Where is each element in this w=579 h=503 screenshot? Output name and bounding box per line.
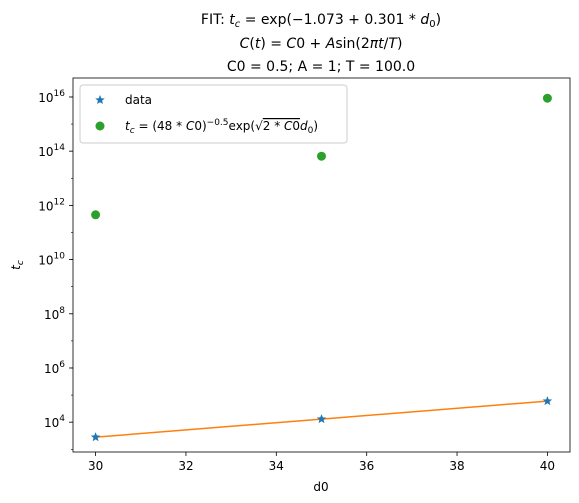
x-tick-label: 32	[178, 459, 193, 473]
y-tick-label: 108	[44, 306, 65, 322]
legend-markers	[95, 95, 105, 131]
legend-label-theory: tc = (48 * C0)−0.5exp(√2 * C0d0)	[125, 118, 318, 136]
legend-marker-data	[95, 95, 105, 105]
y-axis: 104 106 108 1010 1012 1014 1016	[38, 89, 73, 450]
theory-point	[542, 93, 552, 103]
x-tick-label: 40	[540, 459, 555, 473]
theory-point	[91, 210, 101, 220]
x-axis: 30 32 34 36 38 40	[88, 452, 555, 473]
title-line-2: C(t) = C0 + Asin(2πt/T)	[240, 36, 403, 52]
theory-point	[317, 151, 326, 161]
x-tick-label: 38	[449, 459, 464, 473]
y-tick-label: 1014	[38, 143, 65, 159]
y-tick-label: 1012	[38, 197, 65, 213]
legend-marker-theory	[95, 121, 105, 131]
plot-area	[90, 93, 553, 442]
title-line-3: C0 = 0.5; A = 1; T = 100.0	[227, 59, 415, 75]
x-tick-label: 34	[269, 459, 284, 473]
data-point	[316, 414, 327, 424]
data-point	[90, 432, 101, 442]
x-axis-label: d0	[313, 480, 328, 494]
y-tick-label: 104	[44, 414, 65, 430]
y-axis-label: tc	[9, 260, 26, 270]
axes-frame	[72, 77, 571, 453]
legend-box	[79, 84, 348, 144]
y-tick-label: 106	[44, 360, 65, 376]
y-tick-label: 1016	[38, 89, 65, 105]
legend-label-data: data	[125, 93, 152, 107]
x-tick-label: 30	[88, 459, 103, 473]
y-tick-label: 1010	[38, 252, 65, 268]
data-point	[542, 396, 553, 406]
x-tick-label: 36	[359, 459, 374, 473]
title-line-1: FIT: tc = exp(−1.073 + 0.301 * d0)	[201, 12, 441, 30]
legend: data tc = (48 * C0)−0.5exp(√2 * C0d0)	[79, 84, 348, 144]
chart-title: FIT: tc = exp(−1.073 + 0.301 * d0) C(t) …	[201, 12, 441, 75]
